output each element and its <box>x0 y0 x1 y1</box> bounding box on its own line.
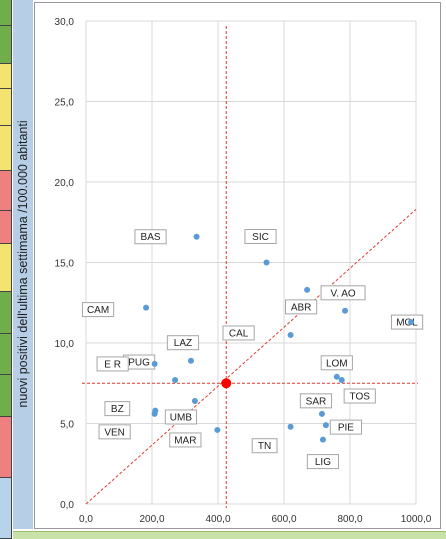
data-point <box>151 410 158 417</box>
data-point <box>287 331 294 338</box>
mean-point <box>221 378 232 389</box>
scatter-chart: 0,0 5,0 10,0 15,0 20,0 25,0 30,0 0,0 200,0 400,0 6… <box>55 17 432 525</box>
data-point <box>338 377 345 384</box>
y-tick-label: 25,0 <box>55 98 75 109</box>
side-strip-segment <box>0 375 11 417</box>
x-tick-label: 400,0 <box>205 514 230 525</box>
x-tick-label: 800,0 <box>337 514 362 525</box>
data-label: LIG <box>315 457 331 468</box>
data-label-box <box>222 325 255 341</box>
data-label-box <box>320 355 353 371</box>
data-label-box <box>166 335 200 351</box>
data-label-box <box>390 314 424 330</box>
data-point <box>151 360 158 367</box>
data-label-box <box>169 432 202 448</box>
data-label-box <box>251 438 278 454</box>
diagonal-reference-line <box>85 208 417 505</box>
data-label: SAR <box>306 396 327 407</box>
data-label-box <box>285 299 318 315</box>
side-strip-segment <box>0 64 11 89</box>
y-tick-label: 15,0 <box>55 259 75 270</box>
data-point <box>214 426 221 433</box>
data-label: LOM <box>326 358 348 369</box>
side-strip-segment <box>0 26 11 64</box>
data-label-box <box>134 229 167 245</box>
data-point <box>408 319 415 326</box>
side-strip-segment <box>0 292 11 334</box>
data-label: LAZ <box>174 338 192 349</box>
y-tick-label: 30,0 <box>55 17 75 28</box>
side-strip-segment <box>0 126 11 171</box>
x-tick-label: 600,0 <box>271 514 296 525</box>
data-point <box>333 373 340 380</box>
data-label-box <box>96 356 129 372</box>
y-tick-label: 20,0 <box>55 178 75 189</box>
x-tick-label: 200,0 <box>139 514 164 525</box>
side-strip-segment <box>0 244 11 292</box>
data-point <box>304 286 311 293</box>
data-point <box>322 422 329 429</box>
side-strip-segment <box>0 171 11 211</box>
data-label-box <box>299 393 333 409</box>
data-point <box>318 410 325 417</box>
data-label: PIE <box>338 423 354 434</box>
data-label: TN <box>258 441 271 452</box>
data-label: MAR <box>174 435 196 446</box>
data-label-box <box>98 424 131 440</box>
data-point <box>342 307 349 314</box>
data-point <box>193 233 200 240</box>
data-label-box <box>306 454 340 470</box>
y-axis-label-panel <box>13 0 33 529</box>
data-label-box <box>164 409 198 425</box>
data-label: V. AO <box>330 288 355 299</box>
data-label: SIC <box>252 232 269 243</box>
y-tick-label: 10,0 <box>55 339 75 350</box>
data-label: BZ <box>111 404 124 415</box>
side-strip-segment <box>0 417 11 478</box>
data-point <box>263 259 270 266</box>
data-point <box>143 304 150 311</box>
data-point <box>319 436 326 443</box>
data-label-box <box>104 401 131 417</box>
bottom-bar <box>13 531 446 539</box>
y-axis-label: nuovi positivi dell'ultima settimama /10… <box>16 120 30 408</box>
data-label: CAM <box>87 305 109 316</box>
data-point <box>287 423 294 430</box>
x-tick-label: 0,0 <box>79 514 93 525</box>
data-label-box <box>320 285 366 301</box>
side-strip-segment <box>0 478 11 539</box>
y-tick-label: 0,0 <box>60 500 74 511</box>
data-label: E R <box>104 359 121 370</box>
data-label: UMB <box>170 412 193 423</box>
data-label: PUG <box>128 358 150 369</box>
data-label: TOS <box>350 392 371 403</box>
data-point <box>187 357 194 364</box>
data-label: MOL <box>396 318 418 329</box>
data-label-box <box>81 302 115 318</box>
side-strip-segment <box>0 0 11 26</box>
x-tick-label: 1000,0 <box>401 514 432 525</box>
data-label: ABR <box>291 302 312 313</box>
side-strip-segment <box>0 89 11 126</box>
side-strip-segment <box>0 334 11 375</box>
data-point <box>191 397 198 404</box>
data-label: BAS <box>141 232 161 243</box>
data-label-box <box>329 419 363 435</box>
side-color-strip <box>0 0 12 539</box>
data-label: CAL <box>229 328 249 339</box>
y-tick-label: 5,0 <box>60 420 74 431</box>
side-strip-segment <box>0 211 11 244</box>
data-label-box <box>343 388 376 404</box>
data-label: VEN <box>104 427 125 438</box>
chart-area: 0,0 5,0 10,0 15,0 20,0 25,0 30,0 0,0 200,0 400,0 6… <box>34 2 441 529</box>
data-point <box>172 377 179 384</box>
data-label-box <box>244 229 277 244</box>
